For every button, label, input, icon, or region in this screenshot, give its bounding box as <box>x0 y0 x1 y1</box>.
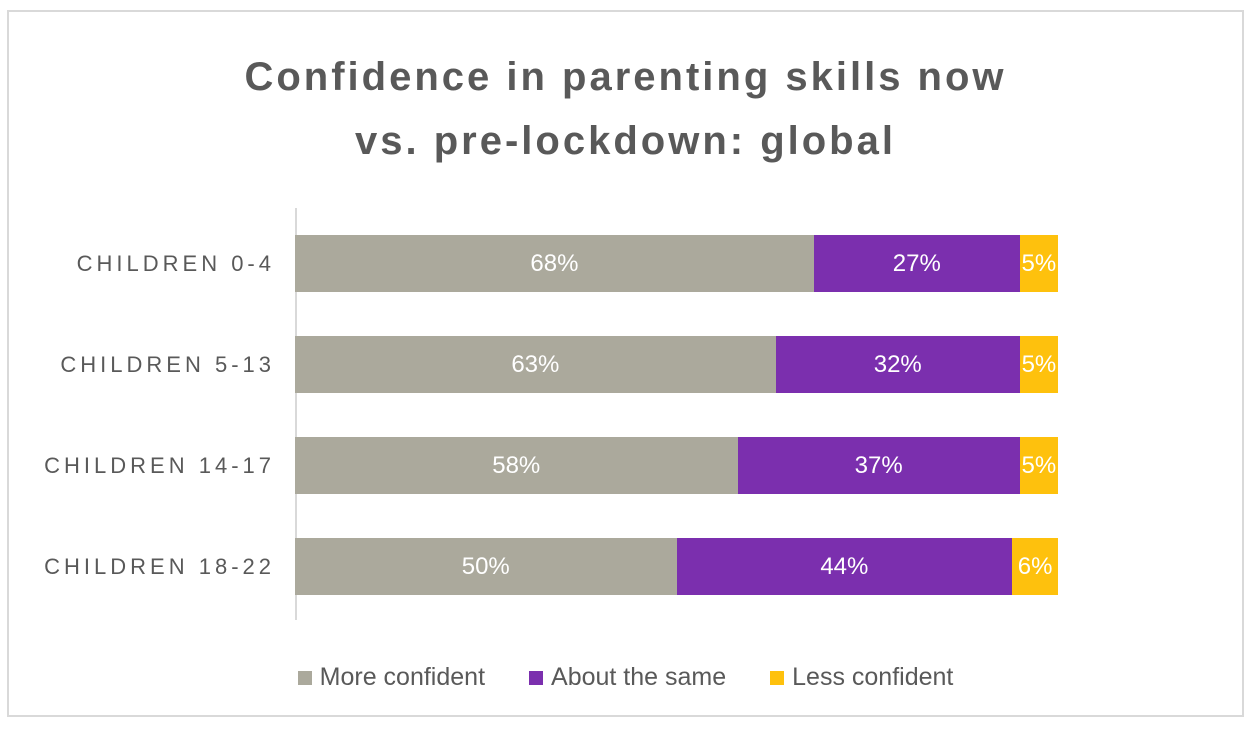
chart-row: CHILDREN 0-4 68% 27% 5% <box>9 213 1242 314</box>
category-label: CHILDREN 18-22 <box>44 553 275 579</box>
slide-frame: Confidence in parenting skills now vs. p… <box>7 10 1244 717</box>
bar-value-label: 32% <box>873 350 922 378</box>
legend-swatch-icon <box>770 670 785 685</box>
bar-value-label: 37% <box>854 451 903 479</box>
chart-title-line-1: Confidence in parenting skills now <box>244 55 1007 99</box>
bar-value-label: 5% <box>1021 350 1057 378</box>
bar-segment-more-confident: 63% <box>295 336 776 393</box>
bar-value-label: 5% <box>1021 451 1057 479</box>
bar-segment-more-confident: 50% <box>295 538 677 595</box>
bar-rows: CHILDREN 0-4 68% 27% 5% CHILDREN 5-13 63% 32% 5… <box>9 213 1242 617</box>
category-label: CHILDREN 14-17 <box>44 452 275 478</box>
bar-segment-more-confident: 58% <box>295 437 738 494</box>
legend-label: More confident <box>319 663 486 691</box>
category-label: CHILDREN 5-13 <box>60 351 275 377</box>
bar-value-label: 44% <box>820 552 869 580</box>
bar-segment-about-the-same: 44% <box>676 538 1013 595</box>
bar-track: 68% 27% 5% <box>295 235 1058 292</box>
bar-segment-about-the-same: 27% <box>813 235 1020 292</box>
chart-row: CHILDREN 5-13 63% 32% 5% <box>9 314 1242 415</box>
bar-value-label: 27% <box>892 249 941 277</box>
legend: More confident About the same Less confide… <box>9 663 1242 692</box>
legend-swatch-icon <box>529 670 544 685</box>
bar-track: 58% 37% 5% <box>295 437 1058 494</box>
bar-segment-less-confident: 5% <box>1019 336 1058 393</box>
chart-title-line-2: vs. pre-lockdown: global <box>355 119 896 163</box>
legend-label: Less confident <box>792 663 954 691</box>
legend-swatch-icon <box>297 670 312 685</box>
bar-value-label: 63% <box>511 350 560 378</box>
bar-track: 50% 44% 6% <box>295 538 1058 595</box>
legend-item-about-the-same: About the same <box>529 663 726 692</box>
bar-value-label: 50% <box>461 552 510 580</box>
legend-item-less-confident: Less confident <box>770 663 953 692</box>
chart-title: Confidence in parenting skills now vs. p… <box>9 45 1242 173</box>
bar-value-label: 6% <box>1017 552 1053 580</box>
bar-value-label: 58% <box>492 451 541 479</box>
y-axis-line <box>295 208 297 620</box>
bar-segment-about-the-same: 37% <box>737 437 1020 494</box>
chart-area: CHILDREN 0-4 68% 27% 5% CHILDREN 5-13 63% 32% 5… <box>9 208 1242 620</box>
bar-segment-less-confident: 5% <box>1019 235 1058 292</box>
bar-value-label: 68% <box>530 249 579 277</box>
legend-label: About the same <box>551 663 727 691</box>
bar-segment-about-the-same: 32% <box>775 336 1020 393</box>
legend-item-more-confident: More confident <box>297 663 486 692</box>
bar-segment-more-confident: 68% <box>295 235 814 292</box>
bar-segment-less-confident: 5% <box>1019 437 1058 494</box>
bar-track: 63% 32% 5% <box>295 336 1058 393</box>
bar-segment-less-confident: 6% <box>1012 538 1058 595</box>
chart-row: CHILDREN 18-22 50% 44% 6% <box>9 516 1242 617</box>
category-label: CHILDREN 0-4 <box>76 250 275 276</box>
chart-row: CHILDREN 14-17 58% 37% 5% <box>9 415 1242 516</box>
bar-value-label: 5% <box>1021 249 1057 277</box>
